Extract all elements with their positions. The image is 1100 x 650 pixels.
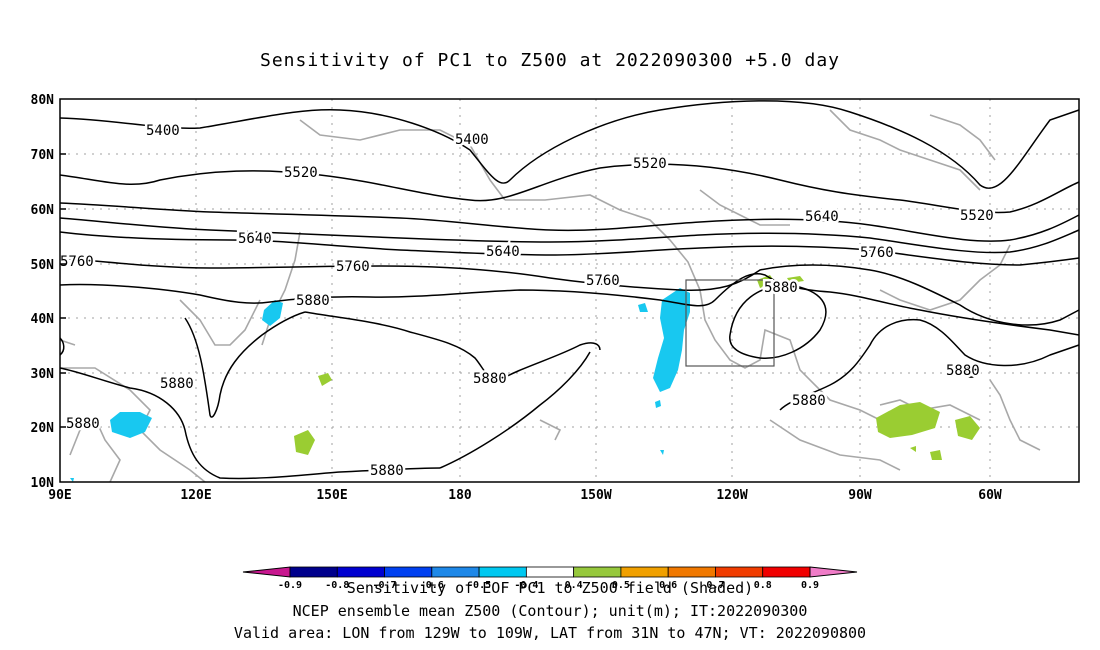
contour-label: 5880 (473, 371, 507, 387)
colorbar-tick-label: -0.5 (467, 580, 491, 591)
contour-label: 5520 (633, 156, 667, 172)
lon-label: 60W (978, 488, 1002, 503)
footer-shaded-description: Sensitivity of EOF PC1 to Z500 field (Sh… (346, 579, 754, 597)
colorbar-tick-label: -0.4 (514, 580, 538, 591)
lon-axis: 90E 120E 150E 180 150W 120W 90W 60W (48, 488, 1002, 503)
footer-contour-description: NCEP ensemble mean Z500 (Contour); unit(… (292, 602, 808, 620)
contour-label: 5520 (960, 208, 994, 224)
colorbar: -0.9 -0.8 -0.7 -0.6 -0.5 -0.4 0.4 0.5 0.6 0.7 0.8 0… (242, 566, 858, 591)
colorbar-cell (715, 566, 764, 578)
colorbar-end-right (809, 566, 858, 578)
lat-ticks (60, 153, 66, 428)
contour-label: 5640 (805, 209, 839, 225)
colorbar-tick-label: 0.4 (565, 580, 583, 591)
lat-label: 60N (31, 203, 55, 218)
contour-label: 5880 (764, 280, 798, 296)
colorbar-cell (762, 566, 811, 578)
colorbar-tick-label: -0.6 (420, 580, 444, 591)
colorbar-tick-label: -0.8 (325, 580, 349, 591)
contour-label: 5880 (296, 293, 330, 309)
lat-label: 40N (31, 312, 55, 327)
sensitivity-positive-regions (294, 275, 980, 460)
contour-label: 5400 (146, 123, 180, 139)
contour-label: 5760 (60, 254, 94, 270)
lon-label: 90E (48, 488, 71, 503)
colorbar-cell (336, 566, 385, 578)
contour-label: 5880 (792, 393, 826, 409)
lat-label: 80N (31, 93, 55, 108)
colorbar-tick-label: 0.5 (612, 580, 630, 591)
lat-label: 50N (31, 258, 55, 273)
colorbar-cell (478, 566, 527, 578)
map-frame (59, 98, 1080, 483)
lat-axis: 80N 70N 60N 50N 40N 30N 20N 10N (31, 93, 55, 491)
lon-label: 120E (180, 488, 211, 503)
contour-label: 5880 (370, 463, 404, 479)
contour-label: 5760 (336, 259, 370, 275)
contour-labels: 5400 5400 5520 5520 5520 5640 5640 5640 … (58, 121, 997, 435)
lon-label: 150E (316, 488, 347, 503)
contour-label: 5760 (586, 273, 620, 289)
colorbar-tick-label: 0.6 (659, 580, 677, 591)
contour-label: 5880 (160, 376, 194, 392)
lon-label: 120W (716, 488, 747, 503)
lon-label: 90W (848, 488, 872, 503)
colorbar-cell (573, 566, 622, 578)
colorbar-tick-label: 0.8 (754, 580, 772, 591)
lat-label: 10N (31, 476, 55, 491)
sensitivity-negative-regions (70, 288, 690, 482)
colorbar-tick-label: -0.9 (278, 580, 302, 591)
contour-label: 5520 (284, 165, 318, 181)
colorbar-cell (620, 566, 669, 578)
lat-label: 30N (31, 367, 55, 382)
contour-label: 5880 (946, 363, 980, 379)
colorbar-cell (384, 566, 433, 578)
colorbar-cell (525, 566, 575, 578)
colorbar-tick-label: 0.7 (706, 580, 724, 591)
chart-title: Sensitivity of PC1 to Z500 at 2022090300… (259, 50, 840, 71)
colorbar-tick-label: 0.9 (801, 580, 819, 591)
contour-label: 5760 (860, 245, 894, 261)
contour-label: 5640 (486, 244, 520, 260)
lat-label: 70N (31, 148, 55, 163)
colorbar-cell (667, 566, 716, 578)
colorbar-end-left (242, 566, 291, 578)
colorbar-cell (431, 566, 480, 578)
lon-label: 180 (448, 488, 472, 503)
contour-label: 5880 (66, 416, 100, 432)
colorbar-cell (289, 566, 338, 578)
footer-valid-area: Valid area: LON from 129W to 109W, LAT f… (233, 624, 867, 642)
colorbar-tick-label: -0.7 (372, 580, 396, 591)
valid-area-box (685, 279, 775, 367)
z500-contours (59, 100, 1080, 480)
lon-label: 150W (580, 488, 611, 503)
contour-label: 5400 (455, 132, 489, 148)
contour-label: 5640 (238, 231, 272, 247)
lat-label: 20N (31, 421, 55, 436)
